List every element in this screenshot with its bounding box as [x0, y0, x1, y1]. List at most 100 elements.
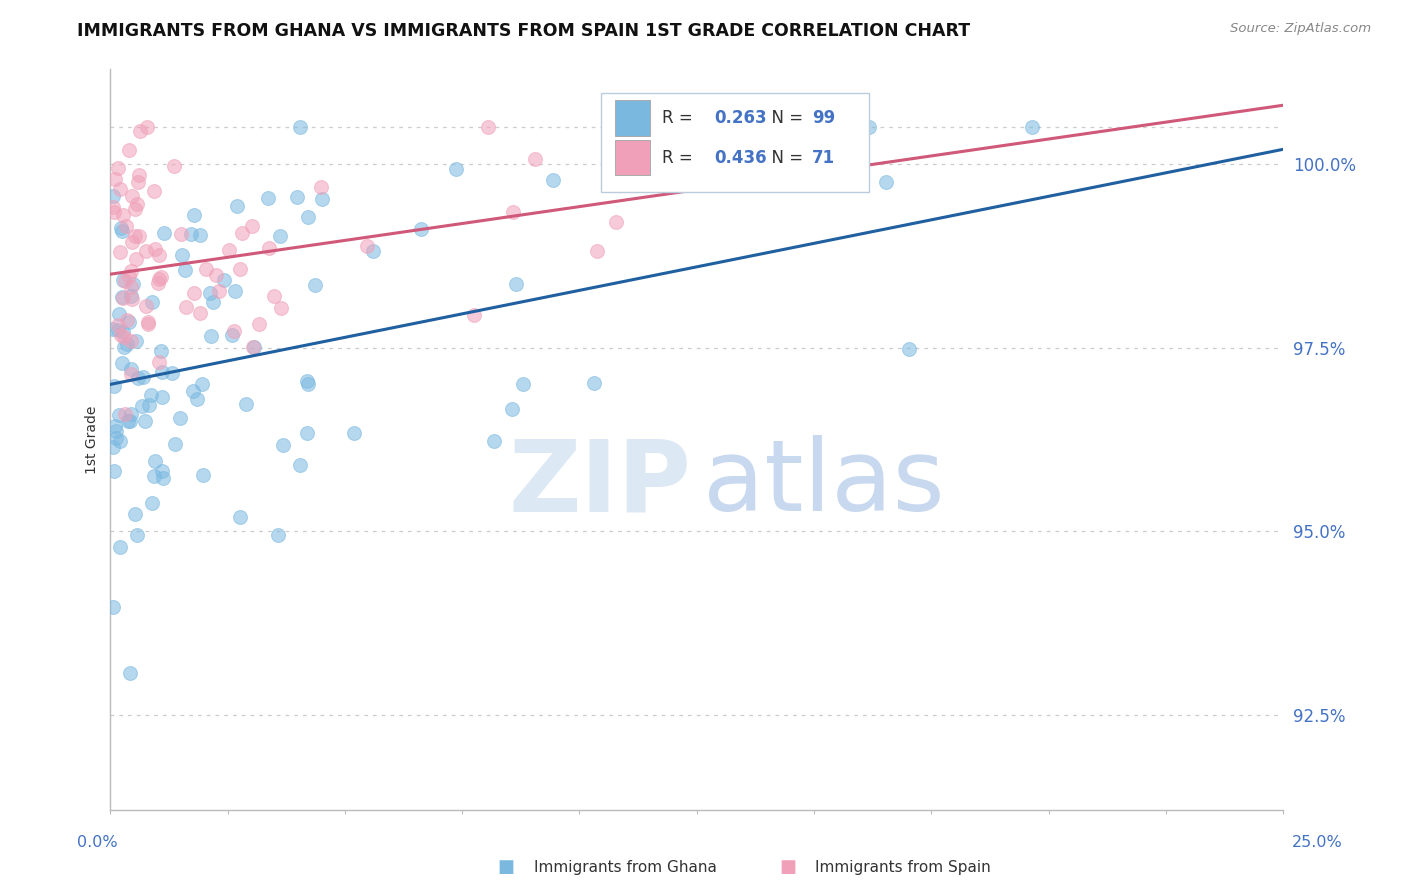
Point: [257, 191, 280, 205]
Point: [150, 464, 173, 478]
Point: [120, 279, 142, 293]
Point: [101, 321, 124, 335]
Point: [152, 471, 174, 485]
Point: [118, 666, 141, 681]
Point: [146, 276, 169, 290]
Point: [105, 424, 128, 438]
Text: Immigrants from Ghana: Immigrants from Ghana: [534, 860, 717, 874]
Point: [444, 162, 467, 177]
Point: [228, 510, 250, 524]
Point: [107, 161, 129, 176]
Point: [101, 599, 124, 614]
Point: [120, 264, 142, 278]
Text: N =: N =: [761, 149, 808, 167]
Point: [101, 200, 124, 214]
Text: 25.0%: 25.0%: [1292, 836, 1343, 850]
Point: [477, 120, 499, 135]
Point: [143, 454, 166, 468]
Point: [108, 182, 131, 196]
Point: [170, 248, 193, 262]
Point: [103, 204, 125, 219]
Point: [120, 408, 142, 422]
Point: [114, 329, 136, 343]
Point: [221, 328, 243, 343]
Point: [512, 377, 534, 392]
FancyBboxPatch shape: [600, 93, 869, 193]
Point: [501, 402, 523, 417]
Point: [271, 438, 294, 452]
Point: [107, 318, 129, 333]
Point: [134, 414, 156, 428]
Point: [111, 224, 134, 238]
Point: [231, 226, 253, 240]
Point: [212, 273, 235, 287]
Text: R =: R =: [662, 149, 697, 167]
Point: [111, 273, 134, 287]
Point: [183, 208, 205, 222]
Point: [135, 244, 157, 258]
Point: [108, 307, 131, 321]
Point: [150, 365, 173, 379]
Point: [124, 507, 146, 521]
Text: 0.436: 0.436: [714, 149, 768, 167]
Point: [117, 414, 139, 428]
Point: [142, 184, 165, 198]
Point: [202, 295, 225, 310]
Point: [136, 315, 159, 329]
Text: ■: ■: [779, 858, 796, 876]
Point: [190, 376, 212, 391]
Point: [240, 219, 263, 233]
Text: N =: N =: [761, 109, 808, 128]
Point: [356, 239, 378, 253]
Point: [120, 334, 142, 348]
Point: [127, 371, 149, 385]
Point: [170, 227, 193, 241]
Point: [224, 285, 246, 299]
Point: [138, 398, 160, 412]
Point: [117, 313, 139, 327]
Point: [108, 408, 131, 422]
Point: [118, 314, 141, 328]
Point: [131, 399, 153, 413]
Point: [111, 356, 134, 370]
Point: [121, 277, 143, 291]
Point: [263, 289, 285, 303]
Text: 71: 71: [811, 149, 835, 167]
Point: [205, 268, 228, 282]
Text: ■: ■: [498, 858, 515, 876]
Point: [270, 301, 292, 316]
Point: [101, 189, 124, 203]
Point: [361, 244, 384, 258]
Point: [103, 464, 125, 478]
Text: atlas: atlas: [703, 435, 945, 533]
Point: [149, 343, 172, 358]
Point: [124, 229, 146, 244]
Point: [343, 425, 366, 440]
Point: [165, 437, 187, 451]
Point: [118, 414, 141, 428]
Point: [174, 301, 197, 315]
Point: [242, 340, 264, 354]
Point: [297, 377, 319, 392]
Text: 99: 99: [811, 109, 835, 128]
Point: [115, 219, 138, 233]
Point: [411, 221, 433, 235]
Text: ZIP: ZIP: [508, 435, 690, 533]
Text: R =: R =: [662, 109, 697, 128]
Point: [194, 262, 217, 277]
Point: [118, 143, 141, 157]
Point: [502, 205, 524, 219]
FancyBboxPatch shape: [614, 140, 650, 176]
Point: [152, 227, 174, 241]
Point: [125, 197, 148, 211]
Point: [243, 340, 266, 354]
Point: [148, 354, 170, 368]
Point: [121, 188, 143, 202]
Point: [136, 317, 159, 331]
Point: [484, 434, 506, 449]
Point: [112, 291, 135, 305]
Point: [112, 340, 135, 354]
Point: [218, 243, 240, 257]
Point: [586, 244, 609, 259]
Text: Immigrants from Spain: Immigrants from Spain: [815, 860, 991, 874]
